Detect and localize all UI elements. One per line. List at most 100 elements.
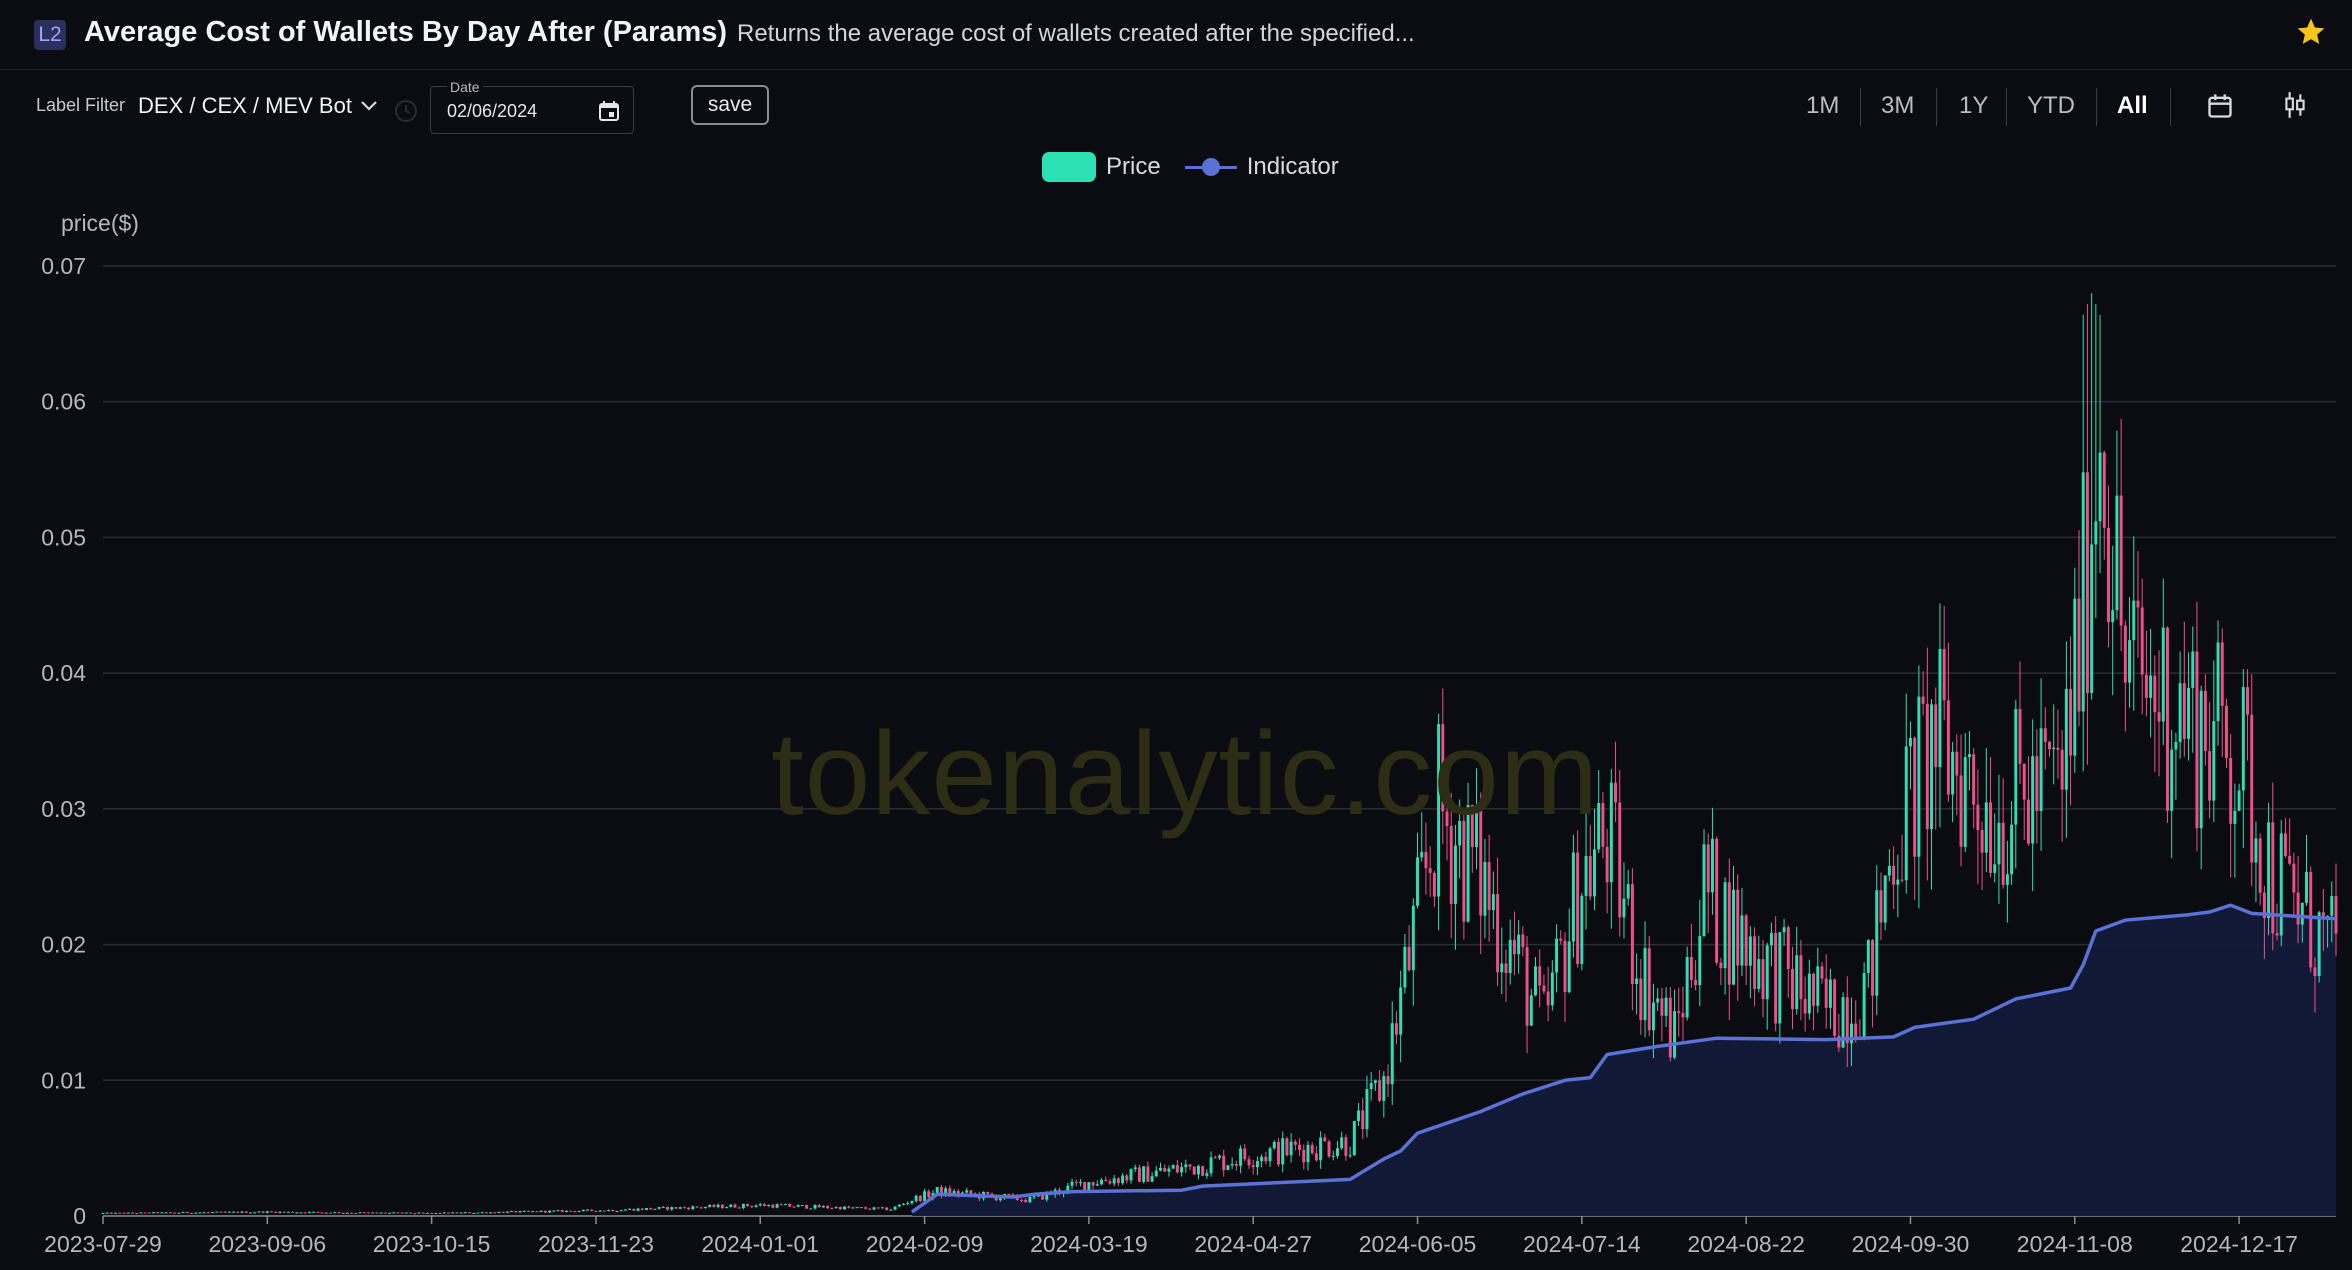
candle-body: [531, 1211, 535, 1213]
candle-body: [1218, 1155, 1221, 1158]
candle-body: [1757, 959, 1761, 989]
candle-body: [1100, 1179, 1104, 1185]
candle-body: [1087, 1182, 1091, 1191]
candle-body: [1850, 1023, 1853, 1044]
candle-body: [244, 1211, 248, 1213]
candle-body: [1538, 966, 1542, 986]
candle-body: [1942, 649, 1946, 701]
candle-body: [337, 1212, 341, 1214]
range-1m-button[interactable]: 1M: [1806, 92, 1840, 119]
candle-body: [1740, 915, 1744, 966]
candle-body: [1694, 979, 1698, 985]
candle-body: [2001, 822, 2005, 885]
candle-body: [1129, 1169, 1133, 1181]
candle-body: [817, 1204, 821, 1208]
candle-body: [1260, 1156, 1264, 1162]
candle-body: [194, 1212, 198, 1214]
candlestick-icon[interactable]: [2282, 90, 2308, 120]
candle-body: [198, 1212, 202, 1214]
candle-body: [484, 1212, 488, 1214]
candle-body: [320, 1212, 324, 1214]
candle-body: [135, 1213, 139, 1215]
range-all-button[interactable]: All: [2117, 92, 2148, 119]
candle-body: [1934, 704, 1938, 768]
star-icon[interactable]: [2295, 16, 2327, 48]
legend-item-price[interactable]: Price: [1042, 152, 1161, 182]
candle-body: [459, 1212, 463, 1214]
save-button[interactable]: save: [691, 85, 769, 125]
clock-icon: [395, 100, 417, 122]
candle-body: [282, 1211, 286, 1213]
candle-body: [223, 1211, 227, 1213]
candle-body: [935, 1187, 939, 1194]
candle-body: [535, 1211, 539, 1213]
candle-body: [2081, 472, 2085, 712]
candle-body: [1656, 998, 1660, 1003]
candle-body: [168, 1212, 172, 1214]
candle-body: [1710, 838, 1714, 893]
y-tick-label: 0.06: [41, 389, 86, 415]
candle-body: [914, 1195, 918, 1201]
candle-body: [126, 1212, 130, 1214]
candle-body: [1213, 1157, 1217, 1159]
label-filter-value: DEX / CEX / MEV Bot: [138, 93, 352, 118]
candle-body: [1698, 936, 1702, 985]
candle-body: [425, 1212, 429, 1214]
candle-body: [1993, 864, 1997, 873]
candle-body: [312, 1211, 316, 1213]
candle-body: [623, 1209, 627, 1211]
legend-swatch-price: [1042, 152, 1096, 182]
candle-body: [299, 1212, 303, 1214]
date-field[interactable]: Date 02/06/2024: [430, 79, 634, 134]
candle-body: [1807, 973, 1811, 1014]
range-ytd-button[interactable]: YTD: [2027, 92, 2075, 119]
candle-body: [2317, 912, 2321, 977]
calendar-icon[interactable]: [2206, 92, 2234, 120]
candle-body: [1020, 1199, 1023, 1201]
candle-body: [2052, 747, 2056, 750]
candle-body: [1373, 1080, 1377, 1083]
candle-body: [821, 1206, 825, 1208]
candle-body: [1635, 978, 1639, 985]
candle-body: [2039, 728, 2043, 811]
candle-body: [1184, 1164, 1188, 1168]
legend-item-indicator[interactable]: Indicator: [1184, 152, 1339, 182]
y-tick-label: 0.05: [41, 524, 86, 550]
candle-body: [2115, 495, 2119, 611]
candle-body: [1761, 959, 1765, 1000]
range-divider: [1860, 88, 1861, 126]
candle-body: [1959, 775, 1963, 847]
candle-body: [2178, 683, 2182, 742]
calendar-picker-icon[interactable]: [597, 99, 621, 123]
candle-body: [1298, 1144, 1302, 1150]
candle-body: [1243, 1148, 1247, 1160]
candle-body: [927, 1191, 931, 1198]
candle-body: [1314, 1153, 1318, 1161]
candle-body: [2191, 651, 2195, 688]
candle-body: [1209, 1157, 1213, 1174]
candle-body: [1862, 972, 1866, 1039]
x-tick-label: 2024-03-19: [1030, 1231, 1148, 1257]
candle-body: [2224, 705, 2228, 758]
candle-body: [527, 1210, 531, 1212]
candle-body: [1361, 1110, 1365, 1130]
range-1y-button[interactable]: 1Y: [1959, 92, 1989, 119]
candle-body: [2309, 871, 2313, 968]
legend-label-price: Price: [1106, 153, 1161, 180]
candle-body: [581, 1209, 585, 1212]
candle-body: [211, 1212, 215, 1214]
candle-body: [1205, 1173, 1209, 1176]
candle-body: [1411, 905, 1415, 971]
candle-body: [518, 1211, 522, 1213]
candle-body: [611, 1209, 615, 1212]
candle-body: [354, 1212, 358, 1214]
range-3m-button[interactable]: 3M: [1881, 92, 1915, 119]
label-filter-select[interactable]: DEX / CEX / MEV Bot: [138, 91, 378, 121]
candle-body: [1007, 1194, 1011, 1196]
candle-body: [1854, 1023, 1858, 1039]
x-tick-label: 2024-09-30: [1852, 1231, 1970, 1257]
candle-body: [1407, 946, 1411, 971]
candle-body: [1774, 932, 1778, 1024]
candle-body: [746, 1203, 750, 1207]
